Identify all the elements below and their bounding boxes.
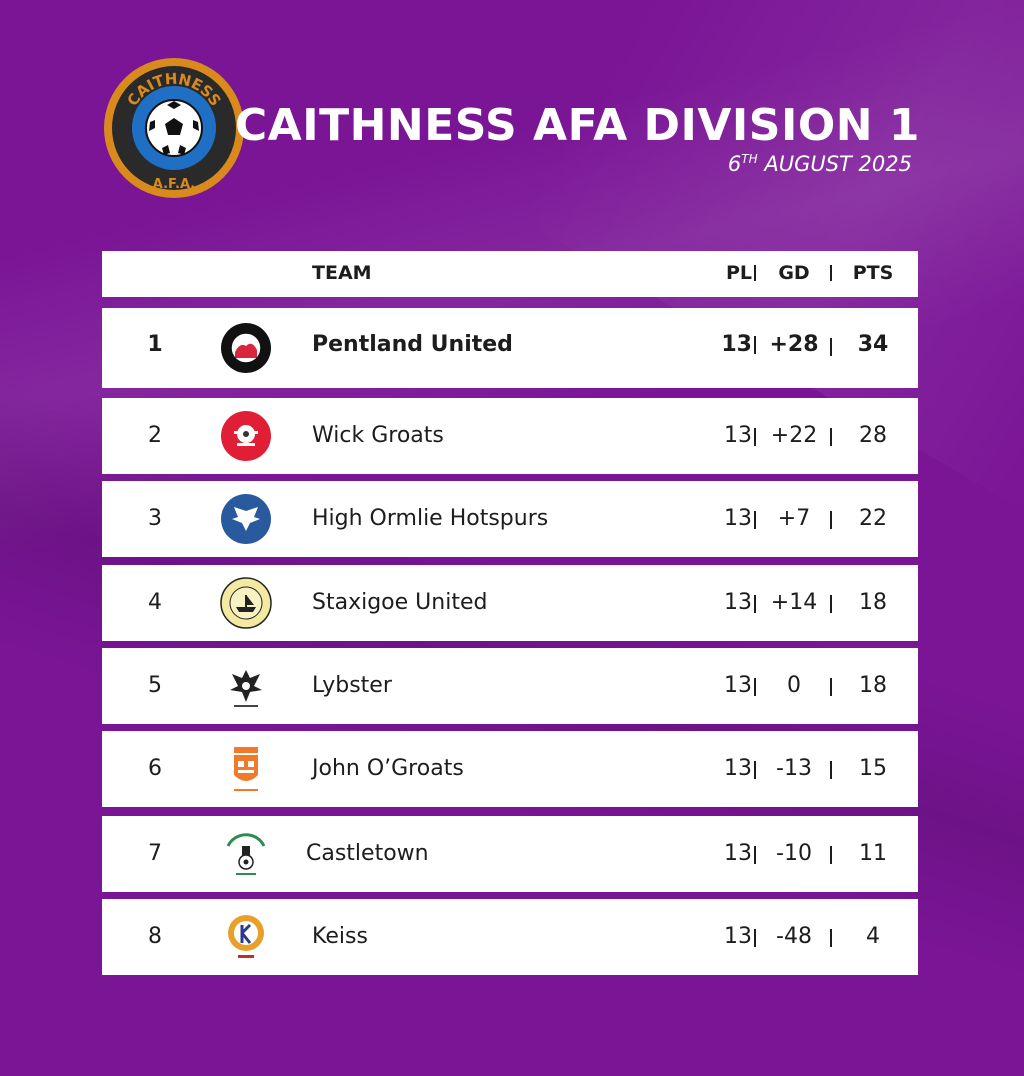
lybster-crest-icon <box>230 670 262 707</box>
logo-text-bottom: A.F.A. <box>153 177 195 192</box>
table-row: 5 Lybster 13 0 18 <box>102 648 918 724</box>
date-subtitle: 6TH AUGUST 2025 <box>727 152 912 176</box>
points-value: 18 <box>859 590 887 615</box>
team-name: Wick Groats <box>312 423 444 448</box>
points-value: 4 <box>866 924 880 949</box>
table-row: 4 Staxigoe United 13 +14 18 <box>102 565 918 641</box>
team-name: Keiss <box>312 924 368 949</box>
pentland-united-crest-icon <box>221 323 271 373</box>
team-name: Pentland United <box>312 332 513 357</box>
team-name: Castletown <box>306 841 429 866</box>
position: 6 <box>148 756 162 781</box>
goal-difference-value: +28 <box>769 332 819 357</box>
points-value: 34 <box>857 332 889 357</box>
caithness-afa-logo: CAITHNESS A.F.A. <box>104 58 244 198</box>
table-row: 3 High Ormlie Hotspurs 13 +7 22 <box>102 481 918 557</box>
goal-difference-value: +22 <box>770 423 818 448</box>
team-name: Staxigoe United <box>312 590 488 615</box>
position: 7 <box>148 841 162 866</box>
column-header-team: TEAM <box>312 262 372 284</box>
column-divider <box>830 929 832 947</box>
table-row: 1 Pentland United 13 +28 34 <box>102 308 918 388</box>
goal-difference-value: 0 <box>787 673 801 698</box>
points-value: 15 <box>859 756 887 781</box>
table-row: 6 John O’Groats 13 -13 15 <box>102 731 918 807</box>
played-value: 13 <box>724 756 752 781</box>
position: 5 <box>148 673 162 698</box>
column-divider <box>830 761 832 779</box>
goal-difference-value: +14 <box>770 590 818 615</box>
team-name: John O’Groats <box>312 756 464 781</box>
table-header: TEAM PL GD PTS <box>102 251 918 297</box>
points-value: 18 <box>859 673 887 698</box>
table-row: 2 Wick Groats 13 +22 28 <box>102 398 918 474</box>
table-row: 8 Keiss 13 -48 4 <box>102 899 918 975</box>
column-divider <box>754 595 756 613</box>
high-ormlie-hotspurs-crest-icon <box>221 494 271 544</box>
castletown-crest-icon <box>226 833 266 875</box>
played-value: 13 <box>724 423 752 448</box>
column-divider <box>754 678 756 696</box>
position: 4 <box>148 590 162 615</box>
team-name: Lybster <box>312 673 392 698</box>
position: 2 <box>148 423 162 448</box>
column-divider <box>754 929 756 947</box>
goal-difference-value: -13 <box>776 756 812 781</box>
points-value: 28 <box>859 423 887 448</box>
column-divider <box>830 265 832 281</box>
played-value: 13 <box>721 332 752 357</box>
column-divider <box>830 428 832 446</box>
points-value: 22 <box>859 506 887 531</box>
column-divider <box>754 846 756 864</box>
column-divider <box>754 428 756 446</box>
played-value: 13 <box>724 924 752 949</box>
column-divider <box>830 846 832 864</box>
table-row: 7 Castletown 13 -10 11 <box>102 816 918 892</box>
page-title: CAITHNESS AFA DIVISION 1 <box>234 100 920 151</box>
position: 1 <box>147 332 163 357</box>
goal-difference-value: +7 <box>777 506 811 531</box>
column-header-gd: GD <box>778 262 810 284</box>
column-divider <box>830 595 832 613</box>
played-value: 13 <box>724 673 752 698</box>
column-divider <box>830 511 832 529</box>
column-divider <box>830 678 832 696</box>
team-name: High Ormlie Hotspurs <box>312 506 549 531</box>
keiss-crest-icon <box>228 915 264 958</box>
points-value: 11 <box>859 841 887 866</box>
played-value: 13 <box>724 590 752 615</box>
column-divider <box>754 761 756 779</box>
column-divider <box>754 265 756 281</box>
staxigoe-united-crest-icon <box>220 577 272 629</box>
played-value: 13 <box>724 506 752 531</box>
wick-groats-crest-icon <box>221 411 271 461</box>
column-divider <box>830 338 832 356</box>
column-header-pl: PL <box>725 262 752 284</box>
played-value: 13 <box>724 841 752 866</box>
position: 3 <box>148 506 162 531</box>
position: 8 <box>148 924 162 949</box>
goal-difference-value: -48 <box>776 924 812 949</box>
john-ogroats-crest-icon <box>234 747 258 791</box>
goal-difference-value: -10 <box>776 841 812 866</box>
column-header-pts: PTS <box>852 262 894 284</box>
column-divider <box>754 511 756 529</box>
column-divider <box>754 336 756 354</box>
